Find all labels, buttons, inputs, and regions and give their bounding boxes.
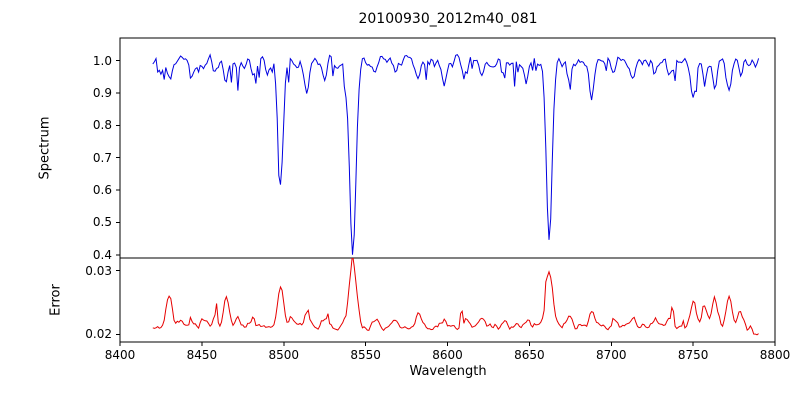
x-tick-label: 8650 bbox=[514, 348, 545, 362]
error-line bbox=[152, 258, 759, 336]
error-y-tick-label: 0.03 bbox=[85, 263, 112, 278]
x-tick-label: 8600 bbox=[432, 348, 463, 362]
x-tick-label: 8550 bbox=[350, 348, 381, 362]
spectrum-line bbox=[152, 53, 760, 255]
x-tick-label: 8700 bbox=[595, 348, 627, 362]
chart-title: 20100930_2012m40_081 bbox=[358, 11, 538, 27]
error-y-tick-label: 0.02 bbox=[85, 327, 112, 342]
spectrum-y-tick-label: 0.5 bbox=[92, 215, 112, 230]
spectrum-y-tick-label: 1.0 bbox=[92, 53, 112, 68]
error-axis-label: Error bbox=[48, 284, 64, 316]
x-tick-label: 8800 bbox=[759, 348, 791, 362]
spectrum-y-tick-label: 0.4 bbox=[92, 247, 112, 262]
spectrum-y-tick-label: 0.9 bbox=[92, 86, 112, 100]
spectrum-y-tick-label: 0.7 bbox=[92, 150, 112, 165]
x-axis-label: Wavelength bbox=[409, 364, 487, 379]
x-tick-label: 8500 bbox=[268, 348, 300, 362]
x-tick-label: 8450 bbox=[186, 348, 218, 362]
spectrum-axis-label: Spectrum bbox=[37, 116, 53, 180]
x-tick-label: 8400 bbox=[104, 348, 136, 362]
x-tick-label: 8750 bbox=[677, 348, 709, 362]
spectrum-y-tick-label: 0.6 bbox=[92, 183, 112, 198]
bottom-panel-spines bbox=[119, 257, 776, 343]
spectrum-y-tick-label: 0.8 bbox=[92, 118, 112, 133]
